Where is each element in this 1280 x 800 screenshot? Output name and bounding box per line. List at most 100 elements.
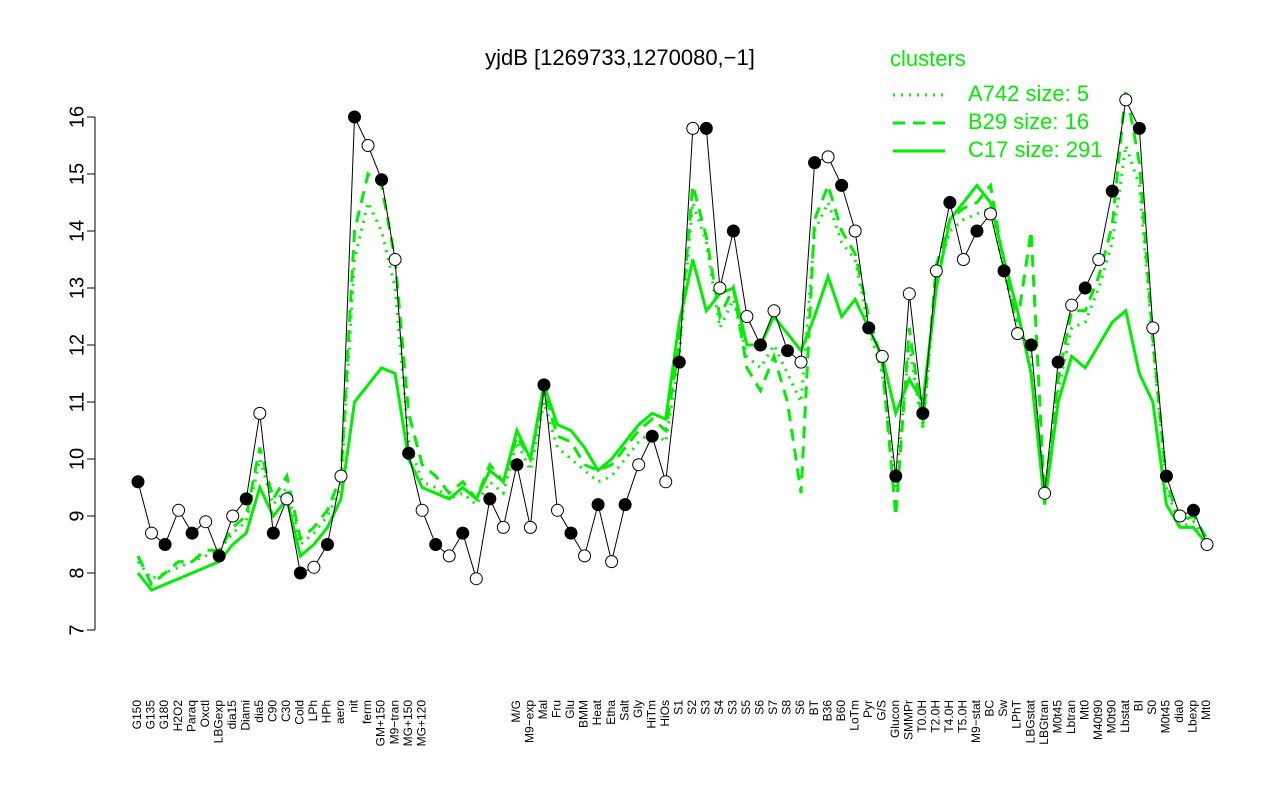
cluster-line bbox=[136, 182, 1209, 592]
y-tick-label: 15 bbox=[66, 163, 88, 185]
data-point bbox=[172, 503, 186, 517]
x-tick-label: M/G bbox=[509, 700, 523, 723]
x-tick-label: Lbexp bbox=[1186, 700, 1200, 733]
x-tick-label: LBGexp bbox=[211, 700, 225, 744]
data-point bbox=[726, 224, 740, 238]
data-point bbox=[618, 498, 632, 512]
x-tick-label: S8 bbox=[780, 700, 794, 715]
data-point bbox=[145, 526, 159, 540]
x-tick-label: HiTm bbox=[644, 700, 658, 729]
data-point bbox=[1173, 509, 1187, 523]
x-tick-label: BT bbox=[807, 699, 821, 715]
x-tick-label: Salt bbox=[617, 699, 631, 720]
data-point bbox=[835, 178, 849, 192]
data-point bbox=[956, 253, 970, 266]
x-tick-label: Etha bbox=[604, 700, 618, 725]
data-point bbox=[699, 121, 713, 135]
data-point bbox=[875, 349, 889, 363]
y-tick-label: 11 bbox=[66, 392, 88, 413]
y-tick-label: 7 bbox=[66, 624, 88, 635]
x-tick-label: M0t45 bbox=[1050, 700, 1064, 734]
x-tick-label: LoTm bbox=[847, 700, 861, 731]
cluster-line bbox=[136, 88, 1209, 587]
x-tick-label: Cold bbox=[293, 700, 307, 725]
data-point bbox=[916, 406, 930, 420]
x-tick-label: Glucon bbox=[888, 700, 902, 738]
x-tick-label: H2O2 bbox=[171, 700, 185, 732]
x-tick-label: Gly bbox=[631, 700, 645, 718]
x-tick-label: HiOs bbox=[658, 700, 672, 727]
data-point bbox=[131, 475, 145, 489]
data-point bbox=[997, 264, 1011, 278]
x-tick-label: LPhT bbox=[1010, 699, 1024, 728]
data-point bbox=[523, 520, 537, 534]
x-tick-label: Paraq bbox=[184, 700, 198, 732]
data-point bbox=[1132, 121, 1146, 135]
data-point bbox=[1024, 338, 1038, 352]
data-point bbox=[578, 549, 592, 563]
x-tick-label: ferm bbox=[360, 700, 374, 724]
data-point bbox=[1078, 281, 1092, 295]
data-point bbox=[889, 469, 903, 483]
data-point bbox=[537, 378, 551, 392]
data-point bbox=[713, 281, 727, 295]
data-point bbox=[1119, 93, 1133, 107]
x-tick-label: Mt0 bbox=[1077, 700, 1091, 720]
data-point bbox=[672, 355, 686, 369]
x-tick-label: Oxctl bbox=[198, 700, 212, 727]
data-point bbox=[686, 121, 700, 135]
x-tick-label: dia0 bbox=[1172, 700, 1186, 723]
x-tick-label: Heat bbox=[590, 699, 604, 725]
x-tick-label: BMM bbox=[577, 700, 591, 728]
data-point bbox=[753, 338, 767, 352]
data-point bbox=[158, 538, 172, 551]
x-tick-label: C90 bbox=[265, 700, 279, 722]
data-point bbox=[415, 503, 429, 517]
data-point bbox=[320, 538, 334, 551]
data-point bbox=[226, 509, 240, 523]
x-tick-label: GM+150 bbox=[374, 700, 388, 747]
data-point bbox=[266, 526, 280, 540]
data-point bbox=[767, 304, 781, 318]
data-point bbox=[361, 139, 375, 152]
data-point bbox=[483, 492, 497, 506]
data-point bbox=[1105, 184, 1119, 198]
cluster-line bbox=[136, 145, 1209, 581]
x-tick-label: B36 bbox=[820, 700, 834, 722]
x-tick-label: Mal bbox=[536, 700, 550, 719]
data-point bbox=[469, 572, 483, 586]
x-tick-label: Glu bbox=[563, 700, 577, 719]
data-point bbox=[375, 173, 389, 187]
data-point bbox=[496, 520, 510, 534]
x-tick-label: LBGstat bbox=[1023, 699, 1037, 743]
x-tick-label: dia5 bbox=[252, 700, 266, 723]
data-point bbox=[794, 355, 808, 369]
x-tick-label: T0.0H bbox=[915, 700, 929, 733]
x-tick-label: G135 bbox=[144, 700, 158, 730]
x-tick-label: MG+150 bbox=[401, 700, 415, 747]
expression-line bbox=[137, 98, 1208, 579]
data-point bbox=[929, 264, 943, 278]
x-tick-label: LPh bbox=[306, 700, 320, 721]
x-tick-label: T5.0H bbox=[956, 700, 970, 733]
x-tick-label: B60 bbox=[834, 700, 848, 722]
x-tick-label: S6 bbox=[793, 700, 807, 715]
x-tick-label: Lbtran bbox=[1064, 700, 1078, 734]
data-point bbox=[442, 549, 456, 563]
x-tick-label: S4 bbox=[712, 700, 726, 715]
x-tick-label: S7 bbox=[766, 700, 780, 715]
x-tick-label: S2 bbox=[685, 700, 699, 715]
x-tick-label: M0t90 bbox=[1104, 700, 1118, 734]
x-tick-label: M9−tran bbox=[387, 700, 401, 744]
x-tick-label: M0t45 bbox=[1159, 700, 1173, 734]
x-tick-label: G/S bbox=[874, 700, 888, 721]
data-point bbox=[348, 110, 362, 124]
x-tick-label: SMMPr bbox=[901, 700, 915, 740]
x-tick-label: S0 bbox=[1145, 700, 1159, 715]
data-point bbox=[402, 446, 416, 460]
x-tick-label: MG+120 bbox=[414, 700, 428, 747]
x-tick-label: aero bbox=[333, 700, 347, 724]
data-point bbox=[1146, 321, 1160, 335]
x-tick-label: Diami bbox=[238, 700, 252, 731]
